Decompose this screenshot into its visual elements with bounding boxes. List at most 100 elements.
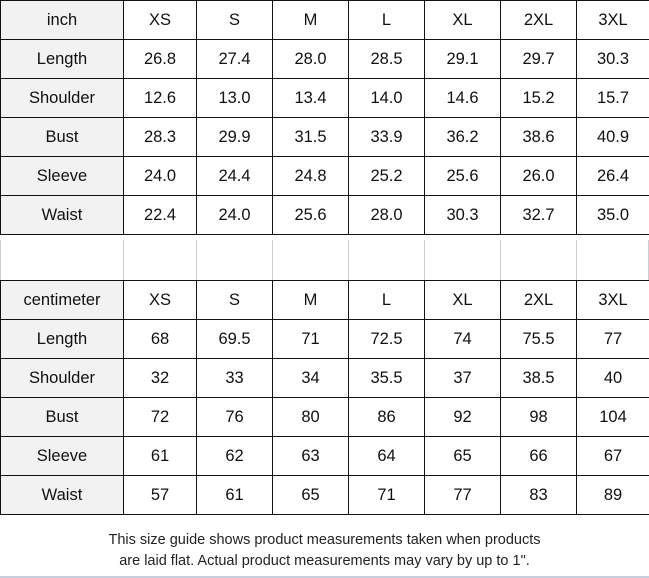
measurement-value: 40: [576, 358, 649, 398]
measurement-value: 89: [576, 475, 649, 515]
measurement-value: 24.0: [123, 156, 197, 196]
measurement-value: 14.0: [348, 78, 425, 118]
measurement-value: 31.5: [272, 117, 349, 157]
measurement-value: 28.0: [272, 39, 349, 79]
measurement-value: 98: [500, 397, 577, 437]
size-header: M: [272, 280, 349, 320]
measurement-value: 24.4: [196, 156, 273, 196]
note-line-1: This size guide shows product measuremen…: [108, 532, 541, 548]
measurement-label: Length: [0, 319, 124, 359]
measurement-value: 40.9: [576, 117, 649, 157]
size-header: M: [272, 0, 349, 40]
measurement-value: 29.7: [500, 39, 577, 79]
measurement-value: 66: [500, 436, 577, 476]
grid-line: [576, 240, 577, 280]
grid-line: [123, 240, 124, 280]
measurement-value: 67: [576, 436, 649, 476]
table-row: Length 26.8 27.4 28.0 28.5 29.1 29.7 30.3: [0, 39, 649, 79]
measurement-value: 28.0: [348, 195, 425, 235]
size-header: XS: [123, 0, 197, 40]
measurement-value: 62: [196, 436, 273, 476]
measurement-value: 38.6: [500, 117, 577, 157]
size-header: 3XL: [576, 0, 649, 40]
measurement-value: 36.2: [424, 117, 501, 157]
measurement-value: 65: [272, 475, 349, 515]
measurement-value: 30.3: [424, 195, 501, 235]
measurement-value: 32.7: [500, 195, 577, 235]
measurement-value: 71: [348, 475, 425, 515]
grid-line: [0, 240, 1, 280]
measurement-value: 28.5: [348, 39, 425, 79]
measurement-value: 24.0: [196, 195, 273, 235]
measurement-value: 35.0: [576, 195, 649, 235]
measurement-value: 77: [576, 319, 649, 359]
measurement-value: 83: [500, 475, 577, 515]
measurement-label: Length: [0, 39, 124, 79]
measurement-value: 26.8: [123, 39, 197, 79]
measurement-value: 25.6: [424, 156, 501, 196]
measurement-value: 28.3: [123, 117, 197, 157]
measurement-value: 37: [424, 358, 501, 398]
table-row: Bust 72 76 80 86 92 98 104: [0, 397, 649, 437]
measurement-value: 15.7: [576, 78, 649, 118]
measurement-value: 63: [272, 436, 349, 476]
grid-line: [196, 240, 197, 280]
size-header: L: [348, 280, 425, 320]
table-row: Shoulder 32 33 34 35.5 37 38.5 40: [0, 358, 649, 398]
measurement-value: 14.6: [424, 78, 501, 118]
unit-label: inch: [0, 0, 124, 40]
measurement-label: Bust: [0, 397, 124, 437]
centimeter-size-table: centimeter XS S M L XL 2XL 3XL Length 68 69.5 71 72.…: [0, 280, 649, 515]
table-row: Bust 28.3 29.9 31.5 33.9 36.2 38.6 40.9: [0, 117, 649, 157]
measurement-value: 13.0: [196, 78, 273, 118]
size-header: XL: [424, 0, 501, 40]
size-header: 3XL: [576, 280, 649, 320]
unit-label: centimeter: [0, 280, 124, 320]
measurement-value: 30.3: [576, 39, 649, 79]
measurement-value: 65: [424, 436, 501, 476]
grid-line: [348, 240, 349, 280]
measurement-value: 26.0: [500, 156, 577, 196]
measurement-value: 33: [196, 358, 273, 398]
size-header: L: [348, 0, 425, 40]
table-row: Sleeve 24.0 24.4 24.8 25.2 25.6 26.0 26.4: [0, 156, 649, 196]
size-header: S: [196, 0, 273, 40]
measurement-value: 33.9: [348, 117, 425, 157]
measurement-value: 26.4: [576, 156, 649, 196]
measurement-value: 13.4: [272, 78, 349, 118]
measurement-value: 61: [196, 475, 273, 515]
measurement-label: Waist: [0, 475, 124, 515]
measurement-value: 64: [348, 436, 425, 476]
grid-line: [424, 240, 425, 280]
measurement-label: Shoulder: [0, 358, 124, 398]
measurement-value: 72.5: [348, 319, 425, 359]
measurement-value: 72: [123, 397, 197, 437]
measurement-value: 15.2: [500, 78, 577, 118]
size-header: 2XL: [500, 0, 577, 40]
measurement-value: 25.6: [272, 195, 349, 235]
measurement-label: Bust: [0, 117, 124, 157]
measurement-value: 32: [123, 358, 197, 398]
measurement-label: Waist: [0, 195, 124, 235]
measurement-value: 27.4: [196, 39, 273, 79]
size-guide-note: This size guide shows product measuremen…: [0, 530, 649, 572]
measurement-label: Shoulder: [0, 78, 124, 118]
measurement-value: 75.5: [500, 319, 577, 359]
measurement-label: Sleeve: [0, 436, 124, 476]
measurement-value: 24.8: [272, 156, 349, 196]
note-line-2: are laid flat. Actual product measuremen…: [119, 553, 530, 569]
measurement-value: 69.5: [196, 319, 273, 359]
grid-line: [272, 240, 273, 280]
measurement-value: 35.5: [348, 358, 425, 398]
size-header: S: [196, 280, 273, 320]
measurement-value: 104: [576, 397, 649, 437]
measurement-value: 80: [272, 397, 349, 437]
grid-line: [500, 240, 501, 280]
table-row: Waist 57 61 65 71 77 83 89: [0, 475, 649, 515]
measurement-value: 38.5: [500, 358, 577, 398]
measurement-value: 86: [348, 397, 425, 437]
table-spacer: [0, 240, 649, 280]
measurement-label: Sleeve: [0, 156, 124, 196]
measurement-value: 57: [123, 475, 197, 515]
measurement-value: 29.9: [196, 117, 273, 157]
